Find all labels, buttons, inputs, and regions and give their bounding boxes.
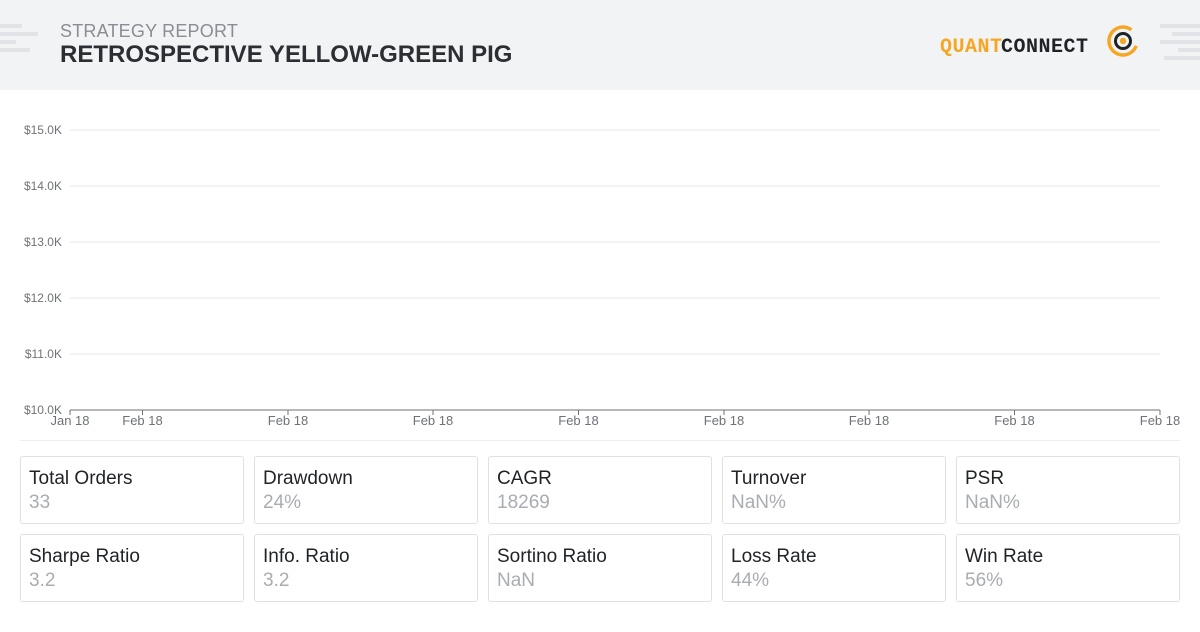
stat-card-info-ratio: Info. Ratio 3.2 — [254, 534, 478, 602]
stat-card-psr: PSR NaN% — [956, 456, 1180, 524]
stat-value: 44% — [731, 570, 770, 591]
stat-card-drawdown: Drawdown 24% — [254, 456, 478, 524]
y-tick-label: $11.0K — [25, 347, 62, 361]
stat-label: PSR — [965, 468, 1005, 489]
x-tick-label: Feb 18 — [558, 413, 598, 428]
x-tick-label: Feb 18 — [704, 413, 744, 428]
stat-value: NaN — [497, 570, 536, 591]
stat-card-turnover: Turnover NaN% — [722, 456, 946, 524]
stat-label: Win Rate — [965, 546, 1044, 567]
chart-divider — [20, 440, 1180, 441]
stat-value: 18269 — [497, 492, 550, 513]
stat-label: Turnover — [731, 468, 807, 489]
y-tick-label: $14.0K — [24, 179, 62, 193]
stat-value: 24% — [263, 492, 302, 513]
x-tick-label: Jan 18 — [50, 413, 89, 428]
stat-value: NaN% — [965, 492, 1020, 513]
report-subtitle: STRATEGY REPORT — [60, 21, 239, 41]
y-tick-label: $12.0K — [24, 291, 62, 305]
report-title: RETROSPECTIVE YELLOW-GREEN PIG — [60, 41, 513, 68]
y-tick-label: $10.0K — [24, 403, 62, 417]
stat-label: Sortino Ratio — [497, 546, 607, 567]
stat-card-total-orders: Total Orders 33 — [20, 456, 244, 524]
y-tick-label: $15.0K — [24, 123, 62, 137]
stat-card-sharpe-ratio: Sharpe Ratio 3.2 — [20, 534, 244, 602]
stat-value: NaN% — [731, 492, 786, 513]
stat-value: 3.2 — [263, 570, 290, 591]
report-header: STRATEGY REPORT RETROSPECTIVE YELLOW-GRE… — [0, 0, 1200, 90]
stat-card-loss-rate: Loss Rate 44% — [722, 534, 946, 602]
y-tick-label: $13.0K — [24, 235, 62, 249]
equity-chart-svg: $10.0K $11.0K $12.0K $13.0K $14.0K $15.0K Jan … — [24, 123, 1180, 428]
x-tick-label: Feb 18 — [1140, 413, 1180, 428]
x-tick-label: Feb 18 — [268, 413, 308, 428]
stat-label: Total Orders — [29, 468, 133, 489]
stat-label: CAGR — [497, 468, 552, 489]
x-tick-label: Feb 18 — [413, 413, 453, 428]
logo-text-quant: QUANT — [940, 36, 1003, 59]
stat-label: Loss Rate — [731, 546, 817, 567]
stat-card-sortino-ratio: Sortino Ratio NaN — [488, 534, 712, 602]
stat-label: Info. Ratio — [263, 546, 350, 567]
x-tick-label: Feb 18 — [122, 413, 162, 428]
stat-card-win-rate: Win Rate 56% — [956, 534, 1180, 602]
logo-mark-icon — [1107, 25, 1139, 57]
equity-chart: $10.0K $11.0K $12.0K $13.0K $14.0K $15.0K Jan … — [0, 90, 1200, 440]
x-tick-label: Feb 18 — [849, 413, 889, 428]
stat-value: 33 — [29, 492, 51, 513]
stat-card-cagr: CAGR 18269 — [488, 456, 712, 524]
x-tick-label: Feb 18 — [994, 413, 1034, 428]
stat-value: 56% — [965, 570, 1004, 591]
stat-label: Drawdown — [263, 468, 353, 489]
logo-text-connect: CONNECT — [1001, 36, 1089, 59]
stat-label: Sharpe Ratio — [29, 546, 140, 567]
stat-value: 3.2 — [29, 570, 56, 591]
